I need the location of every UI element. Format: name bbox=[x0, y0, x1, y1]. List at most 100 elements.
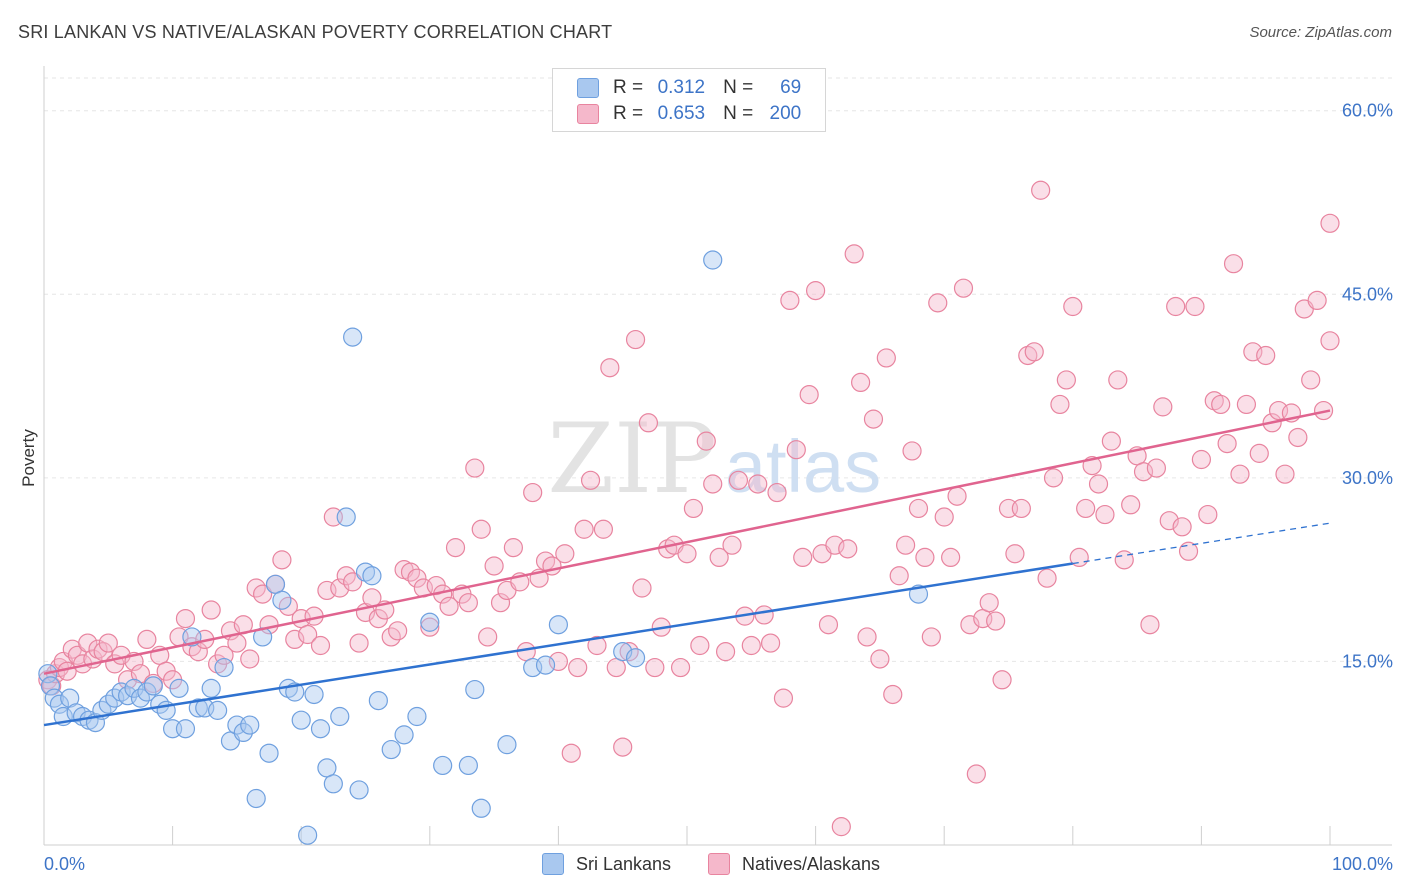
native-alaskan-point bbox=[1211, 394, 1231, 415]
native-alaskan-point bbox=[568, 657, 588, 678]
native-alaskan-point bbox=[709, 547, 729, 568]
native-alaskan-point bbox=[1320, 331, 1340, 351]
sri-lankans-trend-line bbox=[43, 562, 1073, 727]
sri-lankan-point bbox=[111, 682, 131, 702]
native-alaskan-point bbox=[1204, 391, 1224, 411]
sri-lankan-point bbox=[433, 755, 453, 776]
sri-lankan-point bbox=[246, 788, 266, 809]
watermark: ZIP atlas bbox=[547, 403, 881, 515]
native-alaskan-point bbox=[703, 474, 723, 494]
native-alaskan-point bbox=[555, 544, 575, 564]
native-alaskan-point bbox=[831, 817, 851, 837]
native-alaskan-point bbox=[310, 635, 331, 656]
sri-lankan-point bbox=[272, 590, 292, 610]
native-alaskan-point bbox=[175, 608, 196, 629]
native-alaskan-point bbox=[1301, 370, 1321, 390]
native-alaskan-point bbox=[1101, 431, 1121, 451]
sri-lankan-point bbox=[362, 566, 382, 586]
native-alaskan-point bbox=[844, 244, 864, 264]
native-alaskan-point bbox=[343, 572, 363, 592]
sri-lankan-point bbox=[535, 655, 556, 675]
legend-n-label: N = bbox=[723, 103, 754, 124]
sri-lankan-point bbox=[317, 758, 337, 778]
x-tick-label-min: 0.0% bbox=[44, 854, 85, 874]
source-label: Source: ZipAtlas.com bbox=[1249, 24, 1392, 41]
native-alaskan-point bbox=[1275, 464, 1295, 484]
native-alaskan-point bbox=[780, 290, 800, 311]
native-alaskan-point bbox=[1191, 449, 1212, 470]
native-alaskan-point bbox=[484, 556, 504, 576]
sri-lankan-point bbox=[394, 725, 414, 745]
native-alaskan-point bbox=[921, 627, 941, 647]
native-alaskan-point bbox=[1140, 615, 1160, 635]
native-alaskan-point bbox=[1005, 544, 1025, 564]
native-alaskan-point bbox=[349, 633, 369, 653]
native-alaskan-point bbox=[825, 535, 845, 555]
native-alaskan-point bbox=[908, 498, 929, 519]
native-alaskan-point bbox=[851, 372, 871, 392]
native-alaskan-point bbox=[580, 470, 601, 490]
native-alaskan-point bbox=[896, 535, 916, 555]
sri-lankan-point bbox=[471, 798, 491, 818]
native-alaskan-point bbox=[613, 737, 633, 757]
native-alaskan-point bbox=[915, 547, 935, 568]
native-alaskan-point bbox=[1121, 495, 1141, 515]
native-alaskan-point bbox=[561, 743, 581, 763]
native-alaskan-point bbox=[1223, 254, 1244, 274]
native-alaskan-point bbox=[490, 593, 511, 613]
native-alaskan-point bbox=[388, 621, 408, 641]
native-alaskan-point bbox=[883, 684, 903, 705]
native-alaskan-point bbox=[253, 584, 273, 604]
y-tick-label: 60.0% bbox=[1342, 101, 1393, 121]
native-alaskan-point bbox=[793, 547, 813, 568]
sri-lankan-point bbox=[336, 507, 356, 527]
native-alaskan-point bbox=[715, 642, 736, 662]
native-alaskan-point bbox=[1076, 498, 1096, 519]
trend-lines bbox=[43, 409, 1331, 727]
native-alaskan-point bbox=[1178, 541, 1199, 561]
native-alaskan-point bbox=[934, 507, 954, 527]
sri-lankan-point bbox=[298, 825, 318, 845]
native-alaskan-point bbox=[88, 639, 108, 659]
sri-lankan-point bbox=[381, 739, 401, 760]
native-alaskan-point bbox=[1114, 550, 1134, 570]
legend-n-label: N = bbox=[723, 77, 754, 98]
legend-swatch-natives bbox=[577, 104, 599, 124]
native-alaskan-point bbox=[786, 440, 806, 460]
native-alaskan-point bbox=[1236, 394, 1257, 415]
native-alaskan-point bbox=[1166, 296, 1186, 317]
y-tick-label: 15.0% bbox=[1342, 651, 1393, 671]
native-alaskan-point bbox=[523, 482, 543, 503]
sri-lankan-point bbox=[208, 700, 228, 720]
native-alaskan-point bbox=[1230, 464, 1250, 484]
native-alaskan-point bbox=[471, 519, 491, 539]
native-alaskan-point bbox=[1037, 568, 1057, 588]
native-alaskan-point bbox=[741, 635, 761, 656]
sri-lankan-point bbox=[355, 562, 376, 582]
sri-lankan-point bbox=[323, 774, 343, 794]
sri-lankan-point bbox=[407, 706, 427, 727]
native-alaskan-point bbox=[1172, 517, 1192, 537]
series-label-sri-lankans: Sri Lankans bbox=[576, 853, 672, 874]
native-alaskan-point bbox=[979, 593, 999, 613]
native-alaskan-point bbox=[645, 657, 665, 678]
native-alaskan-point bbox=[690, 635, 710, 656]
native-alaskan-point bbox=[1217, 433, 1237, 454]
native-alaskan-point bbox=[1024, 342, 1044, 362]
native-alaskan-point bbox=[773, 688, 794, 708]
native-alaskan-point bbox=[478, 627, 498, 647]
chart-title: SRI LANKAN VS NATIVE/ALASKAN POVERTY COR… bbox=[18, 22, 613, 42]
grid-lines bbox=[44, 77, 1392, 662]
native-alaskan-point bbox=[1256, 345, 1276, 366]
native-alaskan-point bbox=[285, 629, 305, 650]
sri-lankan-point bbox=[265, 574, 286, 594]
native-alaskan-point bbox=[420, 617, 440, 637]
sri-lankan-point bbox=[368, 690, 388, 711]
native-alaskan-point bbox=[1198, 504, 1218, 525]
sri-lankan-point bbox=[343, 327, 363, 347]
scatter-points bbox=[38, 180, 1340, 845]
sri-lankan-point bbox=[233, 722, 253, 743]
legend-n-value: 69 bbox=[780, 77, 802, 98]
sri-lankan-point bbox=[548, 615, 569, 635]
